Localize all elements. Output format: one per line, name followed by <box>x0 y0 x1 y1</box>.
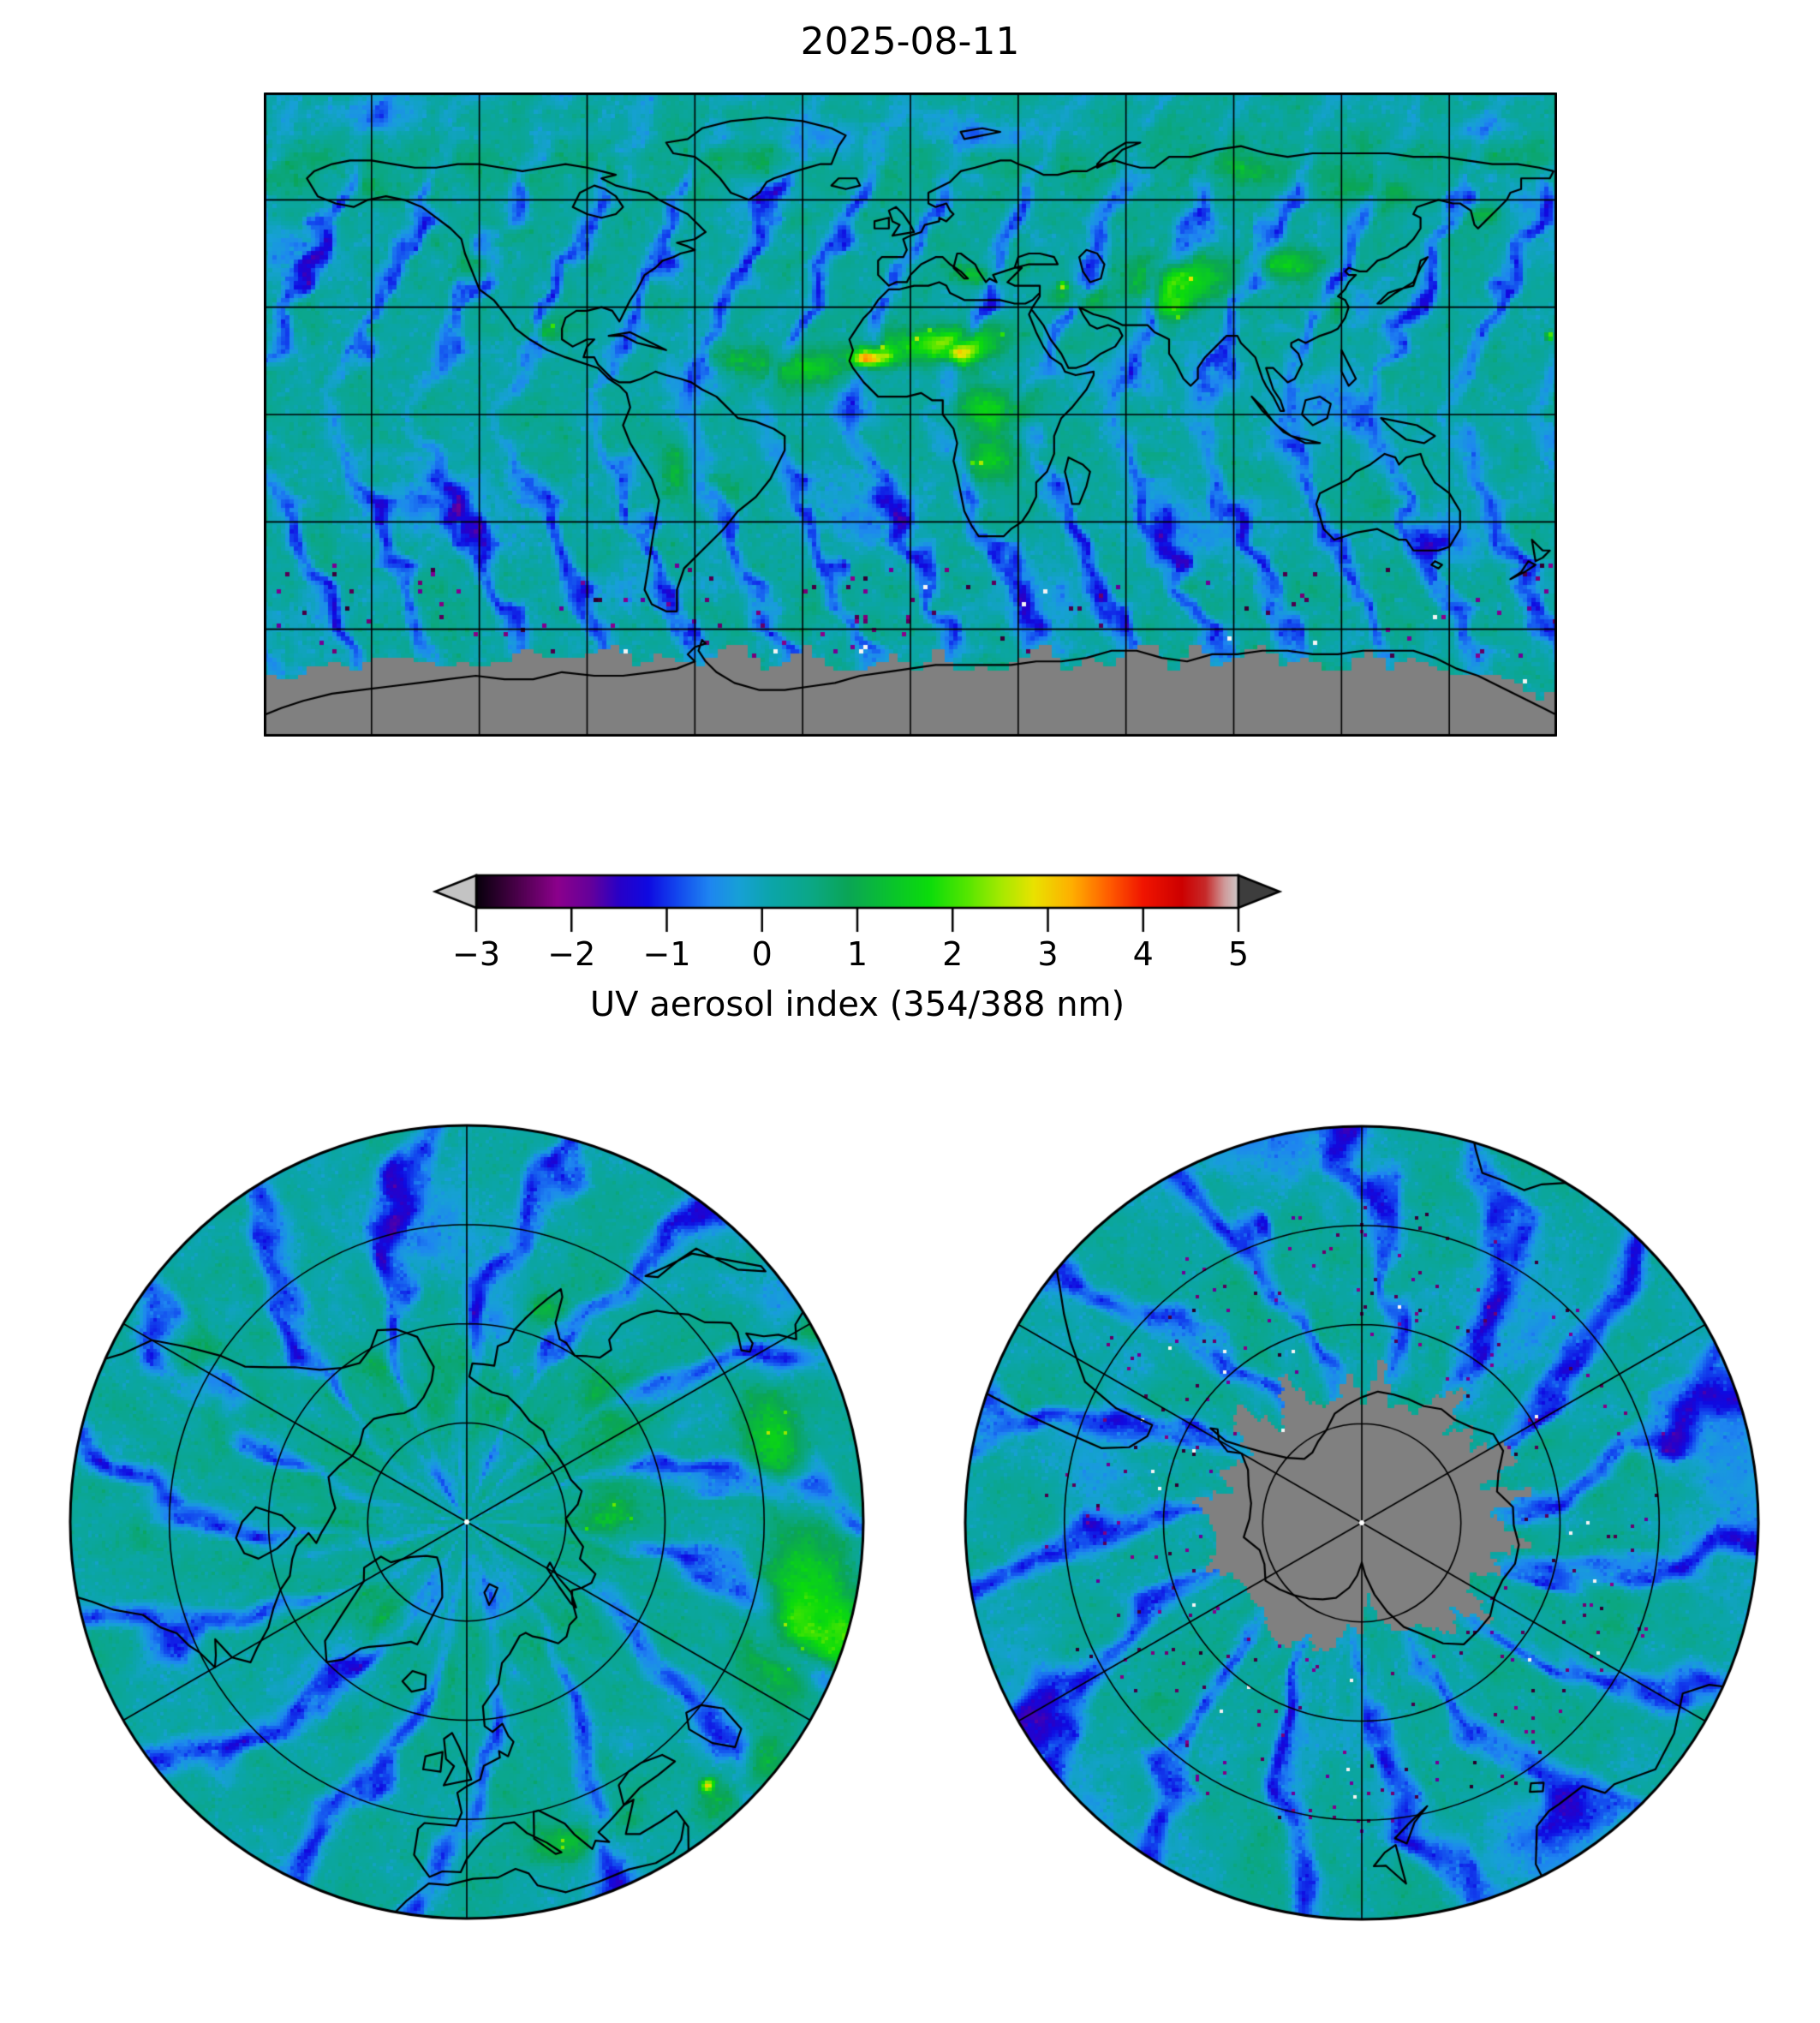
colorbar-canvas <box>394 863 1336 942</box>
colorbar-tick-label: 0 <box>751 935 773 973</box>
colorbar-tick-label: −2 <box>547 935 596 973</box>
colorbar-tick-label: 5 <box>1227 935 1250 973</box>
colorbar-tick-label: −3 <box>451 935 501 973</box>
colorbar-tick-label: 1 <box>846 935 868 973</box>
colorbar-tick-label: −1 <box>642 935 691 973</box>
figure-title: 2025-08-11 <box>800 20 1020 63</box>
colorbar-label: UV aerosol index (354/388 nm) <box>589 985 1125 1024</box>
north-polar-map-canvas <box>68 1123 866 1921</box>
colorbar-tick-label: 3 <box>1037 935 1059 973</box>
colorbar-tick-label: 4 <box>1132 935 1154 973</box>
south-polar-map-canvas <box>963 1124 1761 1922</box>
colorbar-tick-label: 2 <box>942 935 964 973</box>
world-map-canvas <box>264 92 1557 737</box>
